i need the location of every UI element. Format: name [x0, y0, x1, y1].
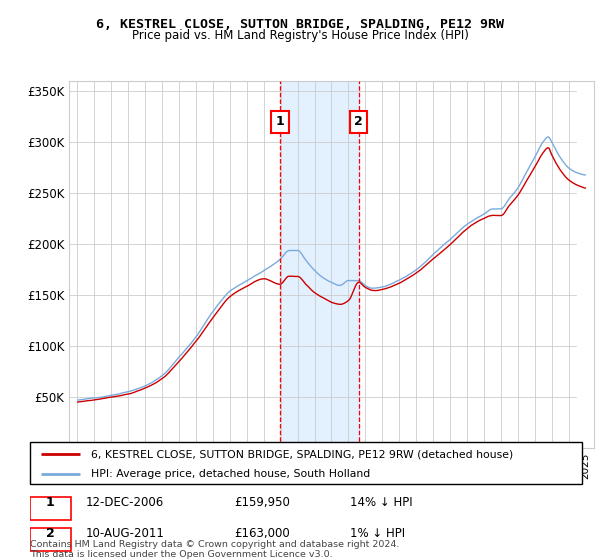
Bar — [577, 81, 594, 448]
Text: Contains HM Land Registry data © Crown copyright and database right 2024.
This d: Contains HM Land Registry data © Crown c… — [30, 540, 400, 559]
Text: Price paid vs. HM Land Registry's House Price Index (HPI): Price paid vs. HM Land Registry's House … — [131, 29, 469, 42]
Text: 1: 1 — [275, 115, 284, 128]
FancyBboxPatch shape — [30, 528, 71, 551]
Text: £163,000: £163,000 — [234, 528, 290, 540]
Text: 12-DEC-2006: 12-DEC-2006 — [85, 497, 163, 510]
Text: 10-AUG-2011: 10-AUG-2011 — [85, 528, 164, 540]
Text: 2: 2 — [354, 115, 363, 128]
Text: 6, KESTREL CLOSE, SUTTON BRIDGE, SPALDING, PE12 9RW: 6, KESTREL CLOSE, SUTTON BRIDGE, SPALDIN… — [96, 18, 504, 31]
Bar — [577, 81, 594, 448]
FancyBboxPatch shape — [30, 442, 582, 484]
Bar — [280, 81, 359, 448]
Text: 2: 2 — [46, 528, 55, 540]
Text: 1: 1 — [46, 497, 55, 510]
Text: 6, KESTREL CLOSE, SUTTON BRIDGE, SPALDING, PE12 9RW (detached house): 6, KESTREL CLOSE, SUTTON BRIDGE, SPALDIN… — [91, 449, 513, 459]
Text: 1% ↓ HPI: 1% ↓ HPI — [350, 528, 405, 540]
Text: £159,950: £159,950 — [234, 497, 290, 510]
Text: 14% ↓ HPI: 14% ↓ HPI — [350, 497, 413, 510]
FancyBboxPatch shape — [30, 497, 71, 520]
Text: HPI: Average price, detached house, South Holland: HPI: Average price, detached house, Sout… — [91, 469, 370, 479]
